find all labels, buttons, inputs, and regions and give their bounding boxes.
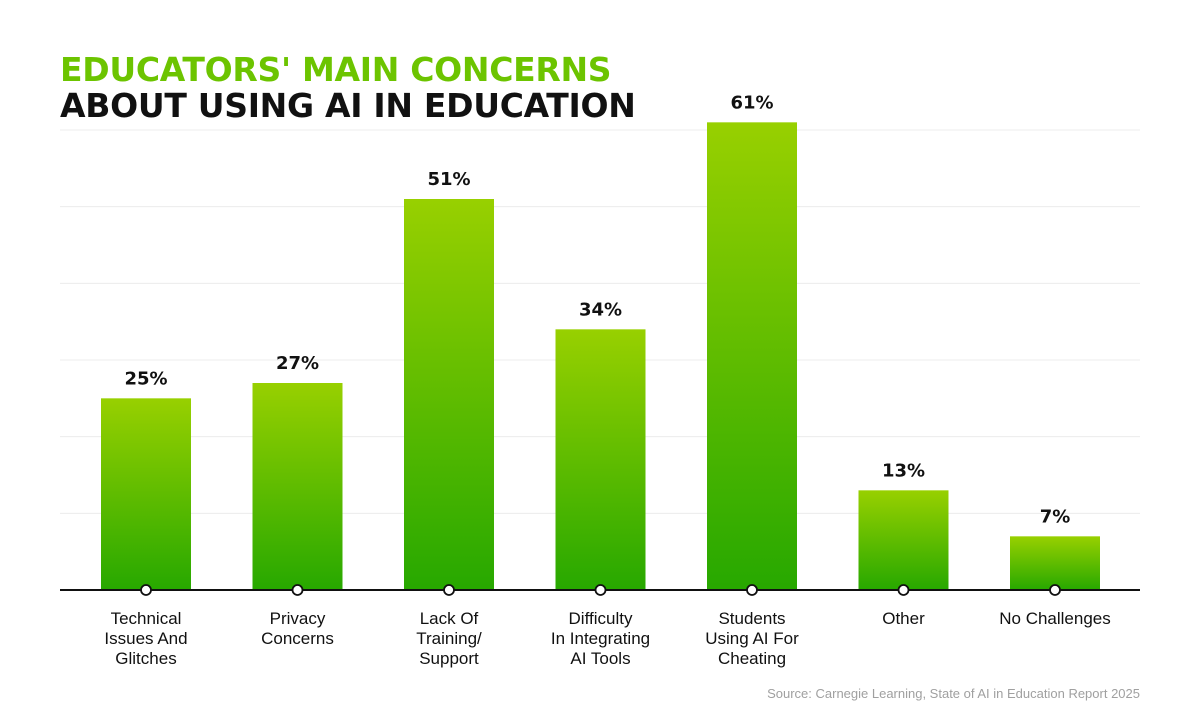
category-label-line: Cheating	[718, 649, 786, 668]
value-label: 61%	[730, 92, 773, 113]
category-label-line: In Integrating	[551, 629, 650, 648]
category-labels: Technical Issues And Glitches Privacy Concer…	[104, 609, 1110, 668]
bar	[404, 199, 494, 590]
axis-marker	[291, 584, 304, 596]
category-label: Other	[882, 609, 925, 628]
category-label-line: Glitches	[115, 649, 176, 668]
axis-markers	[140, 584, 1061, 596]
value-label: 13%	[882, 460, 925, 481]
bar	[101, 398, 191, 590]
category-label-line: Using AI For	[705, 629, 799, 648]
category-label: Difficulty In Integrating AI Tools	[551, 609, 650, 668]
category-label: No Challenges	[999, 609, 1111, 628]
axis-marker	[443, 584, 455, 596]
bar	[252, 383, 343, 590]
category-label: Privacy Concerns	[261, 609, 334, 648]
category-label: Lack Of Training/Support	[416, 609, 482, 668]
category-label-line: Difficulty	[569, 609, 633, 628]
axis-marker	[594, 584, 607, 596]
category-label-line: Concerns	[261, 629, 334, 648]
value-label: 27%	[276, 353, 319, 374]
chart-title-line-2: ABOUT USING AI IN EDUCATION	[60, 86, 636, 125]
category-label: Technical Issues And Glitches	[104, 609, 187, 668]
bar	[555, 329, 646, 590]
bars	[101, 122, 1100, 590]
category-label-line: AI Tools	[570, 649, 630, 668]
value-label: 7%	[1040, 506, 1071, 527]
bar	[707, 122, 797, 590]
value-label: 25%	[124, 368, 167, 389]
axis-marker	[746, 584, 758, 596]
category-label-line: Technical	[111, 609, 182, 628]
chart-title: EDUCATORS' MAIN CONCERNS ABOUT USING AI …	[60, 52, 636, 124]
bar	[858, 490, 949, 590]
category-label-line: Issues And	[104, 629, 187, 648]
axis-marker	[897, 584, 910, 596]
value-label: 51%	[427, 169, 470, 190]
category-label: Students Using AI For Cheating	[705, 609, 799, 668]
category-label-line: Students	[718, 609, 785, 628]
chart-title-line-1: EDUCATORS' MAIN CONCERNS	[60, 50, 612, 89]
value-label: 34%	[579, 299, 622, 320]
axis-marker	[1049, 584, 1061, 596]
category-label-line: Training/	[416, 629, 482, 648]
axis-marker	[140, 584, 152, 596]
category-label-line: Support	[419, 649, 479, 668]
category-label-line: No Challenges	[999, 609, 1111, 628]
category-label-line: Lack Of	[420, 609, 479, 628]
value-labels: 25% 27% 51% 34% 61% 13% 7%	[124, 92, 1070, 527]
category-label-line: Other	[882, 609, 925, 628]
bar	[1010, 536, 1100, 590]
source-note: Source: Carnegie Learning, State of AI i…	[767, 686, 1140, 701]
category-label-line: Privacy	[270, 609, 326, 628]
